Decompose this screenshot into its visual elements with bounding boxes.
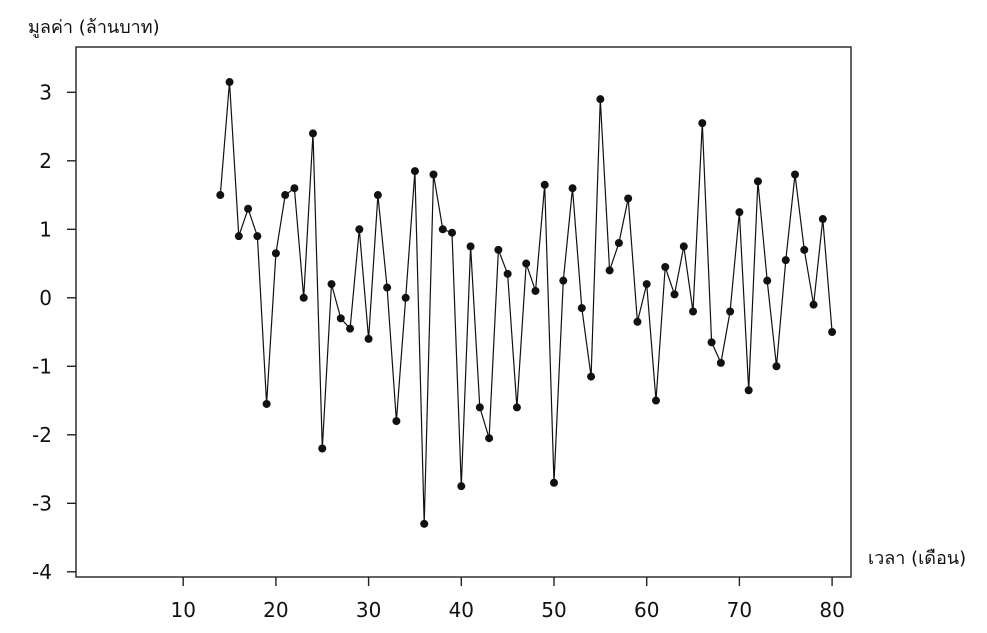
- y-tick-label: -3: [32, 491, 52, 515]
- data-point: [809, 300, 818, 309]
- series-line: [219, 81, 833, 524]
- data-point: [614, 239, 623, 247]
- x-tick-label: 30: [356, 598, 381, 622]
- data-point: [651, 396, 660, 405]
- data-point: [726, 307, 735, 316]
- data-point: [661, 262, 670, 271]
- data-point: [633, 317, 642, 326]
- data-point: [818, 215, 827, 224]
- y-tick-label: 0: [39, 286, 52, 310]
- x-tick-label: 10: [170, 598, 195, 622]
- y-axis-label: มูลค่า (ล้านบาท): [28, 17, 160, 38]
- data-point: [707, 338, 716, 347]
- data-point: [781, 256, 790, 265]
- y-tick-label: 1: [39, 217, 52, 241]
- x-tick-label: 50: [541, 598, 566, 622]
- data-point: [457, 482, 466, 491]
- x-axis-label: เวลา (เดือน): [868, 548, 967, 569]
- data-point: [225, 78, 234, 87]
- data-point: [624, 194, 633, 203]
- data-point: [420, 519, 429, 528]
- data-point: [828, 328, 837, 337]
- data-point: [355, 225, 364, 234]
- data-point: [448, 228, 457, 237]
- data-point: [744, 386, 753, 395]
- data-point: [485, 434, 494, 443]
- data-point: [791, 170, 800, 179]
- data-point: [327, 280, 336, 289]
- data-point: [410, 167, 419, 176]
- plot-frame: [75, 46, 852, 578]
- data-point: [587, 372, 596, 381]
- data-point: [716, 358, 725, 367]
- data-point: [596, 95, 605, 104]
- data-point: [550, 478, 558, 487]
- data-point: [772, 362, 781, 371]
- data-point: [494, 245, 503, 254]
- y-tick-label: -2: [32, 423, 52, 447]
- data-point: [253, 232, 262, 241]
- data-point: [540, 180, 549, 189]
- y-tick-label: 3: [39, 80, 52, 104]
- data-point: [559, 276, 568, 285]
- data-point: [308, 129, 317, 138]
- data-point: [401, 293, 410, 302]
- data-point: [346, 324, 355, 333]
- data-point: [234, 232, 243, 241]
- data-point: [383, 283, 392, 292]
- data-point: [336, 314, 345, 323]
- data-point: [429, 170, 438, 179]
- data-point: [290, 184, 299, 193]
- x-tick-label: 70: [727, 598, 752, 622]
- data-point: [373, 191, 382, 200]
- data-point: [642, 280, 651, 289]
- data-point: [531, 286, 540, 295]
- y-tick-label: -1: [32, 354, 52, 378]
- x-tick-label: 60: [634, 598, 659, 622]
- data-point: [438, 225, 447, 234]
- data-point: [466, 242, 475, 251]
- data-point: [577, 304, 586, 313]
- data-point: [698, 119, 707, 128]
- data-point: [281, 191, 290, 200]
- data-point: [503, 269, 512, 278]
- data-point: [318, 444, 327, 453]
- data-point: [475, 403, 484, 412]
- data-point: [605, 266, 614, 275]
- data-point: [763, 276, 772, 285]
- data-point: [262, 399, 271, 408]
- data-point: [800, 245, 809, 254]
- y-tick-label: 2: [39, 149, 52, 173]
- data-point: [522, 259, 531, 268]
- data-point: [568, 184, 577, 193]
- data-point: [512, 403, 521, 412]
- data-point: [216, 191, 225, 200]
- data-point: [392, 417, 401, 426]
- data-point: [271, 249, 280, 258]
- data-point: [244, 204, 253, 213]
- data-point: [299, 293, 308, 302]
- y-tick-label: -4: [32, 560, 52, 584]
- data-point: [670, 290, 679, 299]
- data-point: [753, 177, 762, 186]
- data-point: [364, 334, 373, 343]
- data-point: [689, 307, 698, 316]
- data-point: [735, 208, 744, 217]
- data-point: [679, 242, 688, 251]
- x-tick-label: 40: [449, 598, 474, 622]
- x-tick-label: 20: [263, 598, 288, 622]
- x-tick-label: 80: [819, 598, 844, 622]
